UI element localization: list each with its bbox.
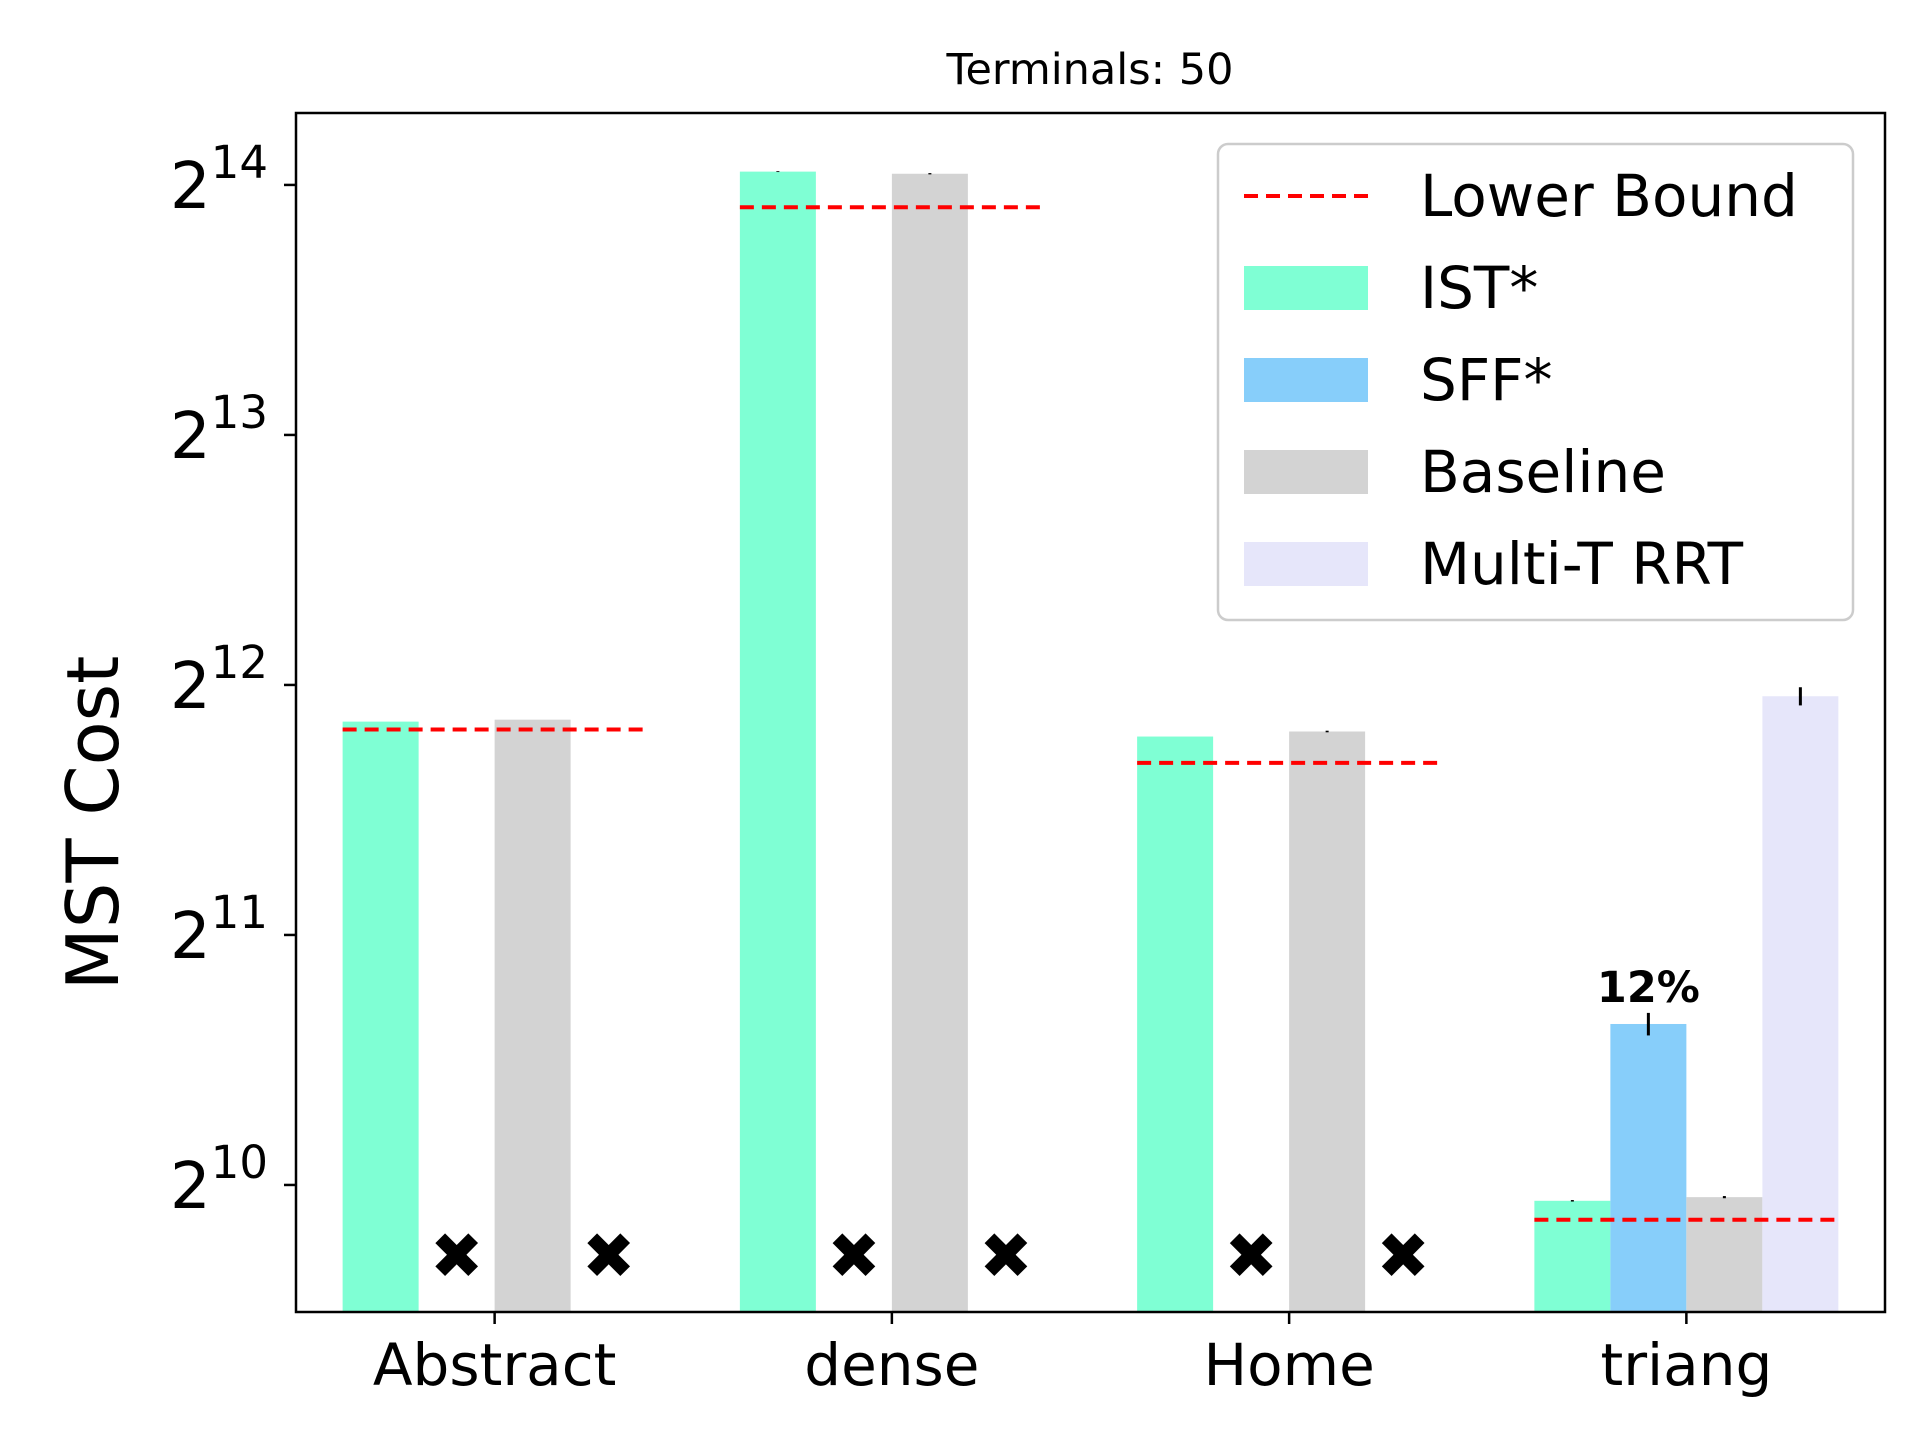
bar-baseline-dense bbox=[891, 173, 968, 1312]
legend-label: Baseline bbox=[1420, 438, 1666, 506]
bar-ist--abstract bbox=[342, 721, 419, 1312]
y-tick-label: 212 bbox=[170, 636, 268, 724]
failed-marker: ✖ bbox=[1376, 1220, 1430, 1294]
bar-sff--triang bbox=[1610, 1023, 1687, 1312]
x-tick-label: triang bbox=[1600, 1331, 1772, 1399]
y-tick-label: 210 bbox=[170, 1136, 268, 1224]
chart-title: Terminals: 50 bbox=[946, 45, 1234, 95]
axes: 210 211 212 213 214 Abstract dense Home triang bbox=[170, 136, 1772, 1399]
legend-swatch bbox=[1244, 542, 1368, 586]
bar-ist--triang bbox=[1534, 1200, 1611, 1312]
failed-marker: ✖ bbox=[1224, 1220, 1278, 1294]
bar-ist--home bbox=[1137, 736, 1214, 1312]
legend-label: Multi-T RRT bbox=[1420, 530, 1744, 598]
legend-label: SFF* bbox=[1420, 346, 1553, 414]
bar-multi-t-rrt-triang bbox=[1762, 696, 1839, 1312]
y-tick-exponent: 13 bbox=[211, 386, 268, 439]
bar-ist--dense bbox=[739, 171, 816, 1312]
y-tick-label: 213 bbox=[170, 386, 268, 474]
legend-swatch bbox=[1244, 266, 1368, 310]
legend: Lower Bound IST* SFF* Baseline Multi-T RRT bbox=[1216, 142, 1855, 622]
failed-marker: ✖ bbox=[430, 1220, 484, 1294]
bar-baseline-triang bbox=[1686, 1197, 1763, 1312]
y-tick-label: 211 bbox=[170, 886, 268, 974]
legend-frame bbox=[1216, 142, 1855, 622]
failed-marker: ✖ bbox=[979, 1220, 1033, 1294]
bar-baseline-abstract bbox=[494, 719, 571, 1312]
failed-marker: ✖ bbox=[582, 1220, 636, 1294]
x-tick-label: Home bbox=[1203, 1331, 1374, 1399]
y-tick-exponent: 10 bbox=[211, 1136, 268, 1189]
legend-swatch bbox=[1244, 450, 1368, 494]
bar-baseline-home bbox=[1289, 731, 1366, 1312]
failed-marker: ✖ bbox=[827, 1220, 881, 1294]
plot-area: ✖ ✖ ✖ ✖ ✖ ✖ 12% bbox=[342, 171, 1839, 1312]
legend-label: Lower Bound bbox=[1420, 162, 1798, 230]
x-tick-label: Abstract bbox=[373, 1331, 616, 1399]
axes-frame bbox=[294, 111, 1887, 1314]
bar-annotation: 12% bbox=[1597, 963, 1700, 1013]
y-axis-label: MST Cost bbox=[51, 656, 135, 991]
y-tick-exponent: 14 bbox=[211, 136, 268, 189]
x-tick-label: dense bbox=[804, 1331, 979, 1399]
y-tick-exponent: 12 bbox=[211, 636, 268, 689]
legend-swatch bbox=[1244, 358, 1368, 402]
y-tick-exponent: 11 bbox=[211, 886, 268, 939]
legend-label: IST* bbox=[1420, 254, 1538, 322]
y-tick-label: 214 bbox=[170, 136, 268, 224]
